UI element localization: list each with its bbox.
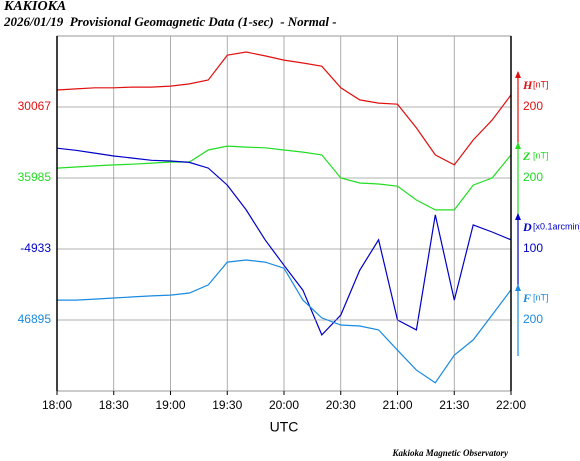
series-name: F xyxy=(522,291,531,305)
series-name: H xyxy=(522,78,533,92)
baseline-label: 35985 xyxy=(18,170,52,184)
x-tick-label: 20:00 xyxy=(269,398,299,412)
scale-label: 200 xyxy=(523,170,543,184)
series-name: D xyxy=(522,220,532,234)
footer: Kakioka Magnetic Observatory xyxy=(392,448,509,458)
baseline-label: -4933 xyxy=(20,241,51,255)
chart-subtitle: 2026/01/19 Provisional Geomagnetic Data … xyxy=(3,14,337,29)
chart-title: KAKIOKA xyxy=(3,0,66,14)
series-line xyxy=(56,147,512,336)
x-tick-label: 21:30 xyxy=(439,398,469,412)
series-name: Z xyxy=(522,149,531,163)
scale-arrow xyxy=(515,142,521,149)
series-unit: [nT] xyxy=(533,150,549,160)
series-unit: [nT] xyxy=(533,292,549,302)
series-line xyxy=(56,51,512,166)
baseline-label: 30067 xyxy=(18,99,52,113)
scale-arrow xyxy=(515,213,521,220)
x-tick-label: 21:00 xyxy=(382,398,412,412)
x-axis-label: UTC xyxy=(270,419,299,435)
series-unit: [nT] xyxy=(533,79,549,89)
baseline-label: 46895 xyxy=(18,312,52,326)
series-line xyxy=(57,259,512,384)
x-tick-label: 18:30 xyxy=(99,398,129,412)
x-tick-label: 19:00 xyxy=(155,398,185,412)
x-tick-label: 20:30 xyxy=(326,398,356,412)
scale-label: 200 xyxy=(523,312,543,326)
series-line xyxy=(56,145,512,211)
scale-label: 100 xyxy=(523,241,543,255)
series-unit: [x0.1arcmin] xyxy=(533,221,580,231)
x-tick-label: 22:00 xyxy=(496,398,526,412)
scale-arrow xyxy=(515,284,521,291)
x-tick-label: 18:00 xyxy=(42,398,72,412)
x-tick-label: 19:30 xyxy=(212,398,242,412)
scale-arrow xyxy=(515,71,521,78)
scale-label: 200 xyxy=(523,99,543,113)
